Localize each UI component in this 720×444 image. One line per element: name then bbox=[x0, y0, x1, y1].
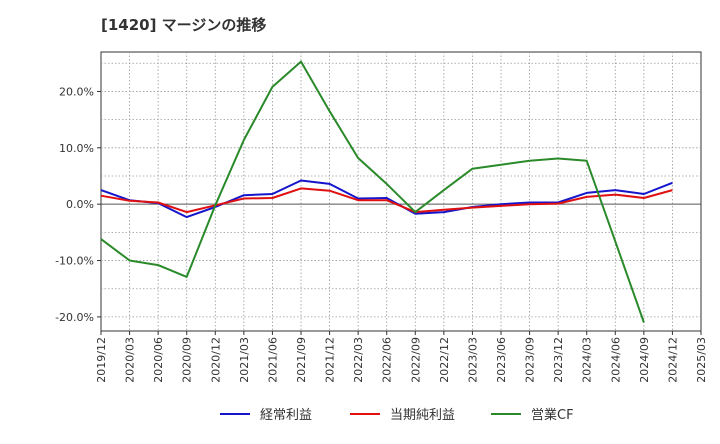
x-tick-label: 2022/12 bbox=[438, 337, 451, 383]
x-tick-label: 2024/06 bbox=[609, 337, 622, 383]
y-axis: 20.0% 10.0% 0.0% -10.0% -20.0% bbox=[55, 85, 101, 324]
legend-label: 当期純利益 bbox=[390, 408, 455, 423]
x-tick-label: 2020/03 bbox=[124, 337, 137, 383]
x-tick-label: 2022/06 bbox=[381, 337, 394, 383]
y-tick-label: 20.0% bbox=[59, 85, 94, 98]
legend-label: 営業CF bbox=[531, 407, 574, 423]
x-tick-label: 2024/12 bbox=[666, 337, 679, 383]
series-line bbox=[100, 187, 673, 214]
x-tick-label: 2025/03 bbox=[695, 337, 708, 383]
x-tick-label: 2021/06 bbox=[266, 337, 279, 383]
y-tick-label: -20.0% bbox=[55, 311, 94, 324]
x-tick-label: 2024/03 bbox=[581, 337, 594, 383]
x-tick-label: 2023/06 bbox=[495, 337, 508, 383]
x-tick-label: 2022/03 bbox=[352, 337, 365, 383]
x-tick-label: 2023/09 bbox=[524, 337, 537, 383]
x-tick-label: 2021/03 bbox=[238, 337, 251, 383]
x-tick-label: 2020/12 bbox=[209, 337, 222, 383]
grid-lines bbox=[101, 52, 701, 331]
x-tick-label: 2019/12 bbox=[95, 337, 108, 383]
series-line bbox=[100, 60, 645, 323]
x-tick-label: 2021/09 bbox=[295, 337, 308, 383]
x-tick-label: 2021/12 bbox=[324, 337, 337, 383]
y-tick-label: 10.0% bbox=[59, 142, 94, 155]
series-line bbox=[100, 179, 673, 219]
x-tick-label: 2024/09 bbox=[638, 337, 651, 383]
x-tick-label: 2022/09 bbox=[409, 337, 422, 383]
x-tick-label: 2023/12 bbox=[552, 337, 565, 383]
x-tick-label: 2023/03 bbox=[466, 337, 479, 383]
y-tick-label: 0.0% bbox=[66, 198, 94, 211]
legend: 経常利益 当期純利益 営業CF bbox=[220, 407, 574, 423]
y-tick-label: -10.0% bbox=[55, 255, 94, 268]
chart-title: [1420] マージンの推移 bbox=[101, 16, 267, 34]
legend-label: 経常利益 bbox=[260, 408, 312, 423]
x-tick-label: 2020/06 bbox=[152, 337, 165, 383]
x-tick-label: 2020/09 bbox=[181, 337, 194, 383]
x-axis: 2019/12 2020/03 2020/06 2020/09 2020/12 2021/… bbox=[95, 331, 708, 383]
